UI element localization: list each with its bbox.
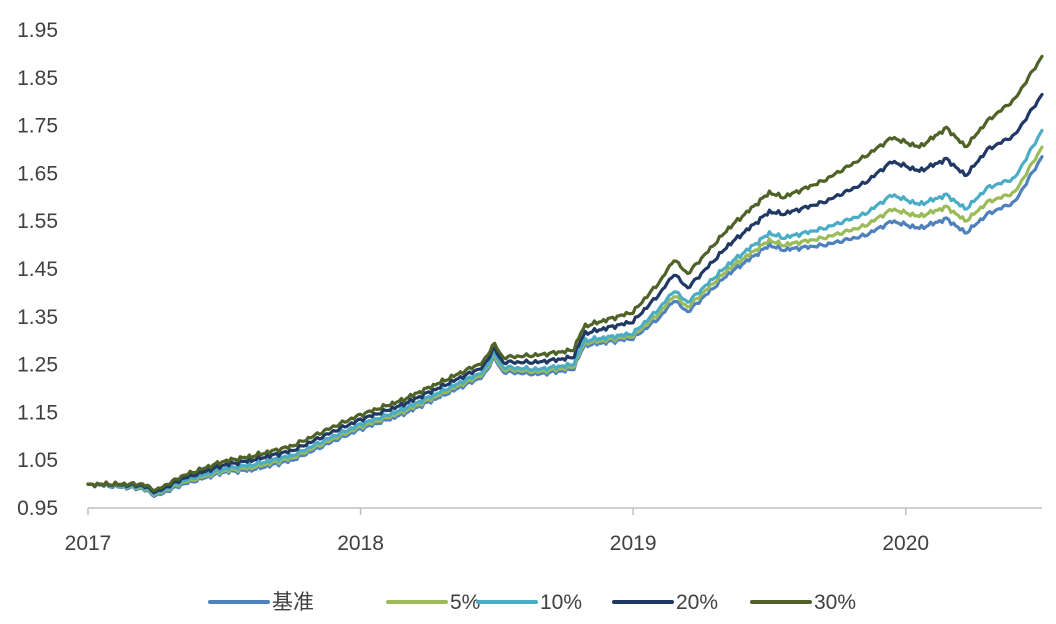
y-tick-label: 0.95 (17, 497, 58, 520)
y-tick-label: 1.75 (17, 115, 58, 138)
y-tick-label: 1.35 (17, 306, 58, 329)
legend-label: 30% (814, 591, 856, 614)
legend-label: 基准 (272, 591, 314, 614)
y-tick-label: 1.65 (17, 162, 58, 185)
legend: 基准 5% 10% 20% 30% (208, 591, 856, 614)
y-tick-label: 1.05 (17, 449, 58, 472)
series-lines (86, 54, 1044, 498)
x-tick-label: 2020 (882, 532, 929, 555)
y-axis-ticks: 0.95 1.05 1.15 1.25 1.35 1.45 1.55 1.65 1.75 1.85… (17, 19, 58, 520)
legend-label: 10% (540, 591, 582, 614)
x-tick-label: 2019 (610, 532, 657, 555)
y-tick-label: 1.15 (17, 401, 58, 424)
legend-label: 5% (450, 591, 480, 614)
y-tick-label: 1.45 (17, 258, 58, 281)
x-tick-label: 2018 (337, 532, 384, 555)
x-tick-label: 2017 (65, 532, 112, 555)
legend-label: 20% (676, 591, 718, 614)
y-tick-label: 1.55 (17, 210, 58, 233)
y-tick-label: 1.95 (17, 19, 58, 42)
series-line-3 (86, 92, 1044, 495)
x-axis: 2017 2018 2019 2020 (65, 507, 1042, 555)
y-tick-label: 1.85 (17, 67, 58, 90)
series-line-4 (86, 54, 1044, 493)
series-line-0 (86, 155, 1044, 498)
series-line-2 (86, 128, 1044, 496)
y-tick-label: 1.25 (17, 354, 58, 377)
series-line-1 (86, 145, 1044, 497)
